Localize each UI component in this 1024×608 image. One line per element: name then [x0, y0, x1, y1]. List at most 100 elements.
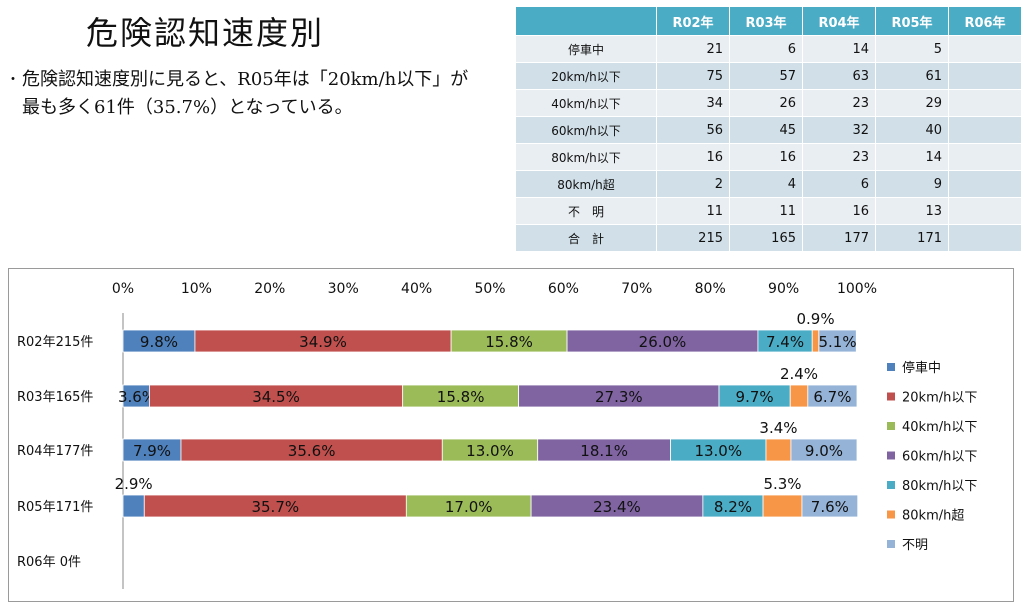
summary-text: 危険認知速度別に見ると、R05年は「20km/h以下」が最も多く61件（35.7…: [22, 69, 469, 118]
table-header-row: R02年 R03年 R04年 R05年 R06年: [515, 6, 1022, 36]
x-tick-label: 70%: [621, 281, 652, 297]
table-cell: 2: [656, 170, 730, 198]
table-row-label: 停車中: [515, 35, 657, 63]
data-label: 3.6%: [118, 388, 156, 406]
data-label: 35.7%: [251, 498, 299, 516]
data-label: 2.4%: [780, 365, 818, 383]
table-cell: 171: [875, 224, 949, 252]
x-tick-label: 20%: [254, 281, 285, 297]
legend-label: 不明: [902, 538, 928, 553]
table-header-cell: R02年: [656, 6, 730, 36]
data-label: 5.1%: [818, 333, 856, 351]
legend-swatch: [887, 540, 895, 548]
table-header-cell: R06年: [948, 6, 1022, 36]
table-cell: 23: [802, 143, 876, 171]
table-cell: 26: [729, 89, 803, 117]
table-row-label: 80km/h以下: [515, 143, 657, 171]
table-row-label: 合 計: [515, 224, 657, 252]
table-row: 80km/h以下 16 16 23 14: [515, 143, 1022, 171]
table-row: 停車中 21 6 14 5: [515, 35, 1022, 63]
stats-table: R02年 R03年 R04年 R05年 R06年 停車中 21 6 14 5 20km/h…: [515, 6, 1022, 252]
table-row-label: 40km/h以下: [515, 89, 657, 117]
table-cell: 165: [729, 224, 803, 252]
data-label: 9.0%: [805, 442, 843, 460]
legend-swatch: [887, 422, 895, 430]
data-label: 17.0%: [445, 498, 493, 516]
table-cell: 21: [656, 35, 730, 63]
data-label: 0.9%: [796, 310, 834, 328]
table-row-label: 不 明: [515, 197, 657, 225]
legend-label: 20km/h以下: [902, 391, 977, 406]
data-label: 6.7%: [813, 388, 851, 406]
table-cell: 32: [802, 116, 876, 144]
table-cell: [948, 170, 1022, 198]
data-label: 26.0%: [639, 333, 687, 351]
table-cell: 57: [729, 62, 803, 90]
table-cell: 56: [656, 116, 730, 144]
bullet-marker: ・: [6, 72, 20, 88]
bar-segment: [762, 494, 803, 518]
table-cell: 177: [802, 224, 876, 252]
stacked-bar-chart: 0% 10% 20% 30% 40% 50% 60% 70% 80% 90% 100% R02年215…: [17, 281, 977, 589]
legend-label: 停車中: [902, 360, 941, 376]
table-cell: [948, 89, 1022, 117]
bar-segment: [790, 438, 858, 462]
x-tick-label: 60%: [548, 281, 579, 297]
data-label: 13.0%: [466, 442, 514, 460]
table-cell: 16: [729, 143, 803, 171]
table-cell: 6: [802, 170, 876, 198]
bar-segment: [818, 329, 857, 353]
table-cell: [948, 62, 1022, 90]
data-label: 15.8%: [437, 388, 485, 406]
table-cell: 6: [729, 35, 803, 63]
legend-label: 60km/h以下: [902, 450, 977, 465]
x-tick-label: 0%: [112, 281, 134, 297]
table-row: 20km/h以下 75 57 63 61: [515, 62, 1022, 90]
data-label: 7.4%: [766, 333, 804, 351]
bar-segment: [765, 438, 792, 462]
data-label: 34.5%: [252, 388, 300, 406]
legend-swatch: [887, 481, 895, 489]
table-cell: 4: [729, 170, 803, 198]
data-label: 13.0%: [694, 442, 742, 460]
bar-segment: [801, 494, 859, 518]
table-cell: 11: [656, 197, 730, 225]
table-cell: 61: [875, 62, 949, 90]
data-label: 8.2%: [714, 498, 752, 516]
table-cell: 23: [802, 89, 876, 117]
table-cell: 14: [802, 35, 876, 63]
table-cell: 63: [802, 62, 876, 90]
legend-swatch: [887, 363, 895, 371]
category-label: R02年215件: [17, 335, 93, 350]
table-row: 合 計 215 165 177 171: [515, 224, 1022, 252]
data-label: 34.9%: [299, 333, 347, 351]
table-header-cell: R04年: [802, 6, 876, 36]
table-row: 40km/h以下 34 26 23 29: [515, 89, 1022, 117]
category-label: R05年171件: [17, 500, 93, 515]
x-tick-label: 100%: [837, 281, 877, 297]
data-label: 18.1%: [580, 442, 628, 460]
bar-segment: [122, 494, 145, 518]
legend-swatch: [887, 392, 895, 401]
data-label: 9.8%: [140, 333, 178, 351]
page-title: 危険認知速度別: [86, 14, 325, 52]
x-tick-label: 10%: [181, 281, 212, 297]
data-label: 27.3%: [595, 388, 643, 406]
data-label: 7.9%: [133, 442, 171, 460]
legend-label: 80km/h以下: [902, 479, 977, 494]
table-cell: 5: [875, 35, 949, 63]
legend-swatch: [887, 451, 895, 460]
table-cell: [948, 197, 1022, 225]
data-label: 3.4%: [759, 419, 797, 437]
x-tick-label: 90%: [768, 281, 799, 297]
table-cell: 14: [875, 143, 949, 171]
data-label: 5.3%: [763, 475, 801, 493]
bar-segment: [807, 384, 858, 408]
table-row-label: 80km/h超: [515, 170, 657, 198]
table-cell: 215: [656, 224, 730, 252]
table-row-label: 60km/h以下: [515, 116, 657, 144]
table-row: 80km/h超 2 4 6 9: [515, 170, 1022, 198]
bar-segment: [789, 384, 809, 408]
table-cell: 29: [875, 89, 949, 117]
table-header-cell: R03年: [729, 6, 803, 36]
